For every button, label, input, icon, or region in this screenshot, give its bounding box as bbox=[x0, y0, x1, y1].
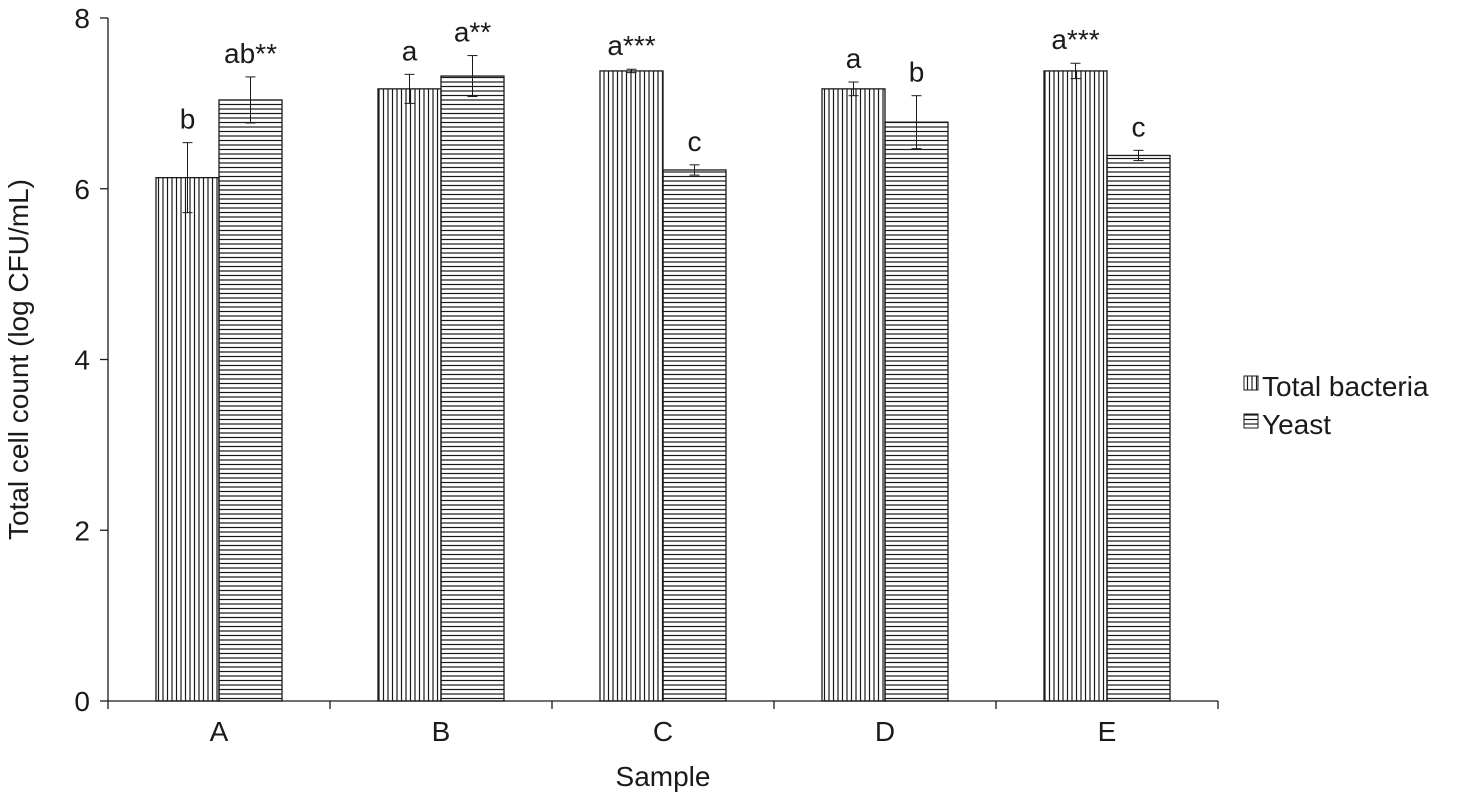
x-tick-label: E bbox=[1098, 716, 1117, 747]
bar-yeast bbox=[884, 121, 949, 702]
significance-label: b bbox=[180, 104, 196, 135]
significance-label: a** bbox=[454, 17, 491, 48]
significance-labels: b a a*** a a*** ab** a** c b c bbox=[180, 17, 1146, 157]
significance-label: a*** bbox=[1051, 24, 1099, 55]
legend: Total bacteria Yeast bbox=[1243, 371, 1429, 440]
x-axis-title: Sample bbox=[616, 761, 711, 792]
y-tick-label: 4 bbox=[74, 345, 90, 376]
significance-label: b bbox=[909, 57, 925, 88]
bar-yeast bbox=[662, 169, 727, 702]
significance-label: ab** bbox=[224, 38, 277, 69]
significance-label: c bbox=[1132, 111, 1146, 142]
y-tick-label: 6 bbox=[74, 174, 90, 205]
legend-label: Yeast bbox=[1262, 409, 1331, 440]
bars bbox=[155, 55, 1171, 702]
x-tick-label: B bbox=[432, 716, 451, 747]
legend-label: Total bacteria bbox=[1262, 371, 1429, 402]
legend-swatch-total-bacteria bbox=[1243, 375, 1259, 391]
significance-label: a*** bbox=[607, 30, 655, 61]
y-tick-label: 8 bbox=[74, 3, 90, 34]
y-axis-title: Total cell count (log CFU/mL) bbox=[3, 179, 34, 540]
significance-label: c bbox=[688, 126, 702, 157]
x-tick-label: A bbox=[210, 716, 229, 747]
x-tick-label: D bbox=[875, 716, 895, 747]
bar-total-bacteria bbox=[377, 88, 442, 702]
y-tick-label: 0 bbox=[74, 686, 90, 717]
bar-total-bacteria bbox=[599, 70, 664, 702]
bar-total-bacteria bbox=[1043, 70, 1108, 702]
legend-swatch-yeast bbox=[1243, 413, 1259, 429]
significance-label: a bbox=[402, 35, 418, 66]
bar-total-bacteria bbox=[821, 88, 886, 702]
bar-yeast bbox=[440, 75, 505, 702]
axes: 0 2 4 6 8 A B C D E bbox=[74, 3, 1219, 747]
x-tick-label: C bbox=[653, 716, 673, 747]
significance-label: a bbox=[846, 43, 862, 74]
bar-total-bacteria bbox=[155, 177, 220, 702]
bar-yeast bbox=[218, 99, 283, 702]
y-tick-label: 2 bbox=[74, 515, 90, 546]
bar-yeast bbox=[1106, 154, 1171, 702]
